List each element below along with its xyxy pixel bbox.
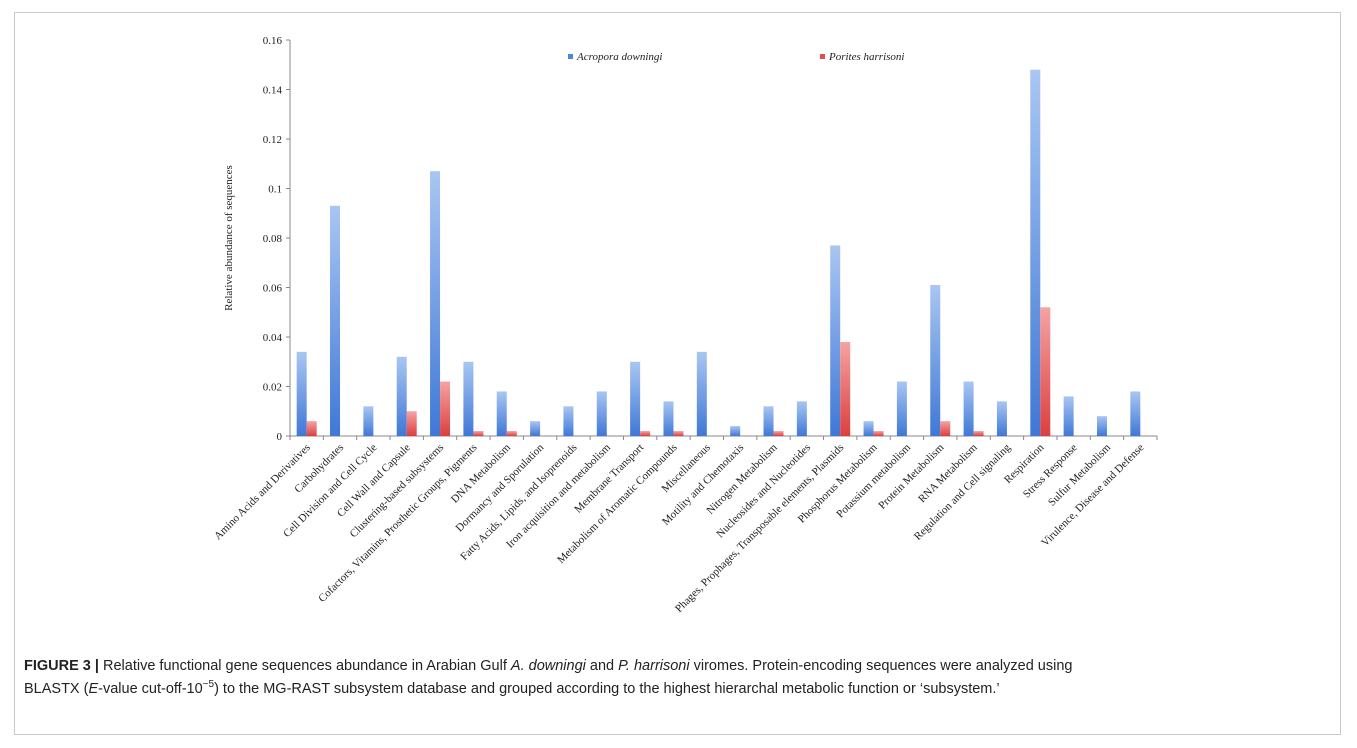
bar-acropora [363,406,374,436]
caption-text: viromes. Protein-encoding sequences were… [689,658,1073,674]
bar-acropora [1063,396,1074,436]
bar-porites [973,431,984,436]
y-axis-title: Relative abundance of sequences [223,165,235,311]
bar-acropora [896,381,907,436]
bar-acropora [696,351,707,436]
bar-porites [1040,307,1051,436]
bar-acropora [530,421,541,436]
chart-legend: Acropora downingi Porites harrisoni [568,51,904,63]
bar-acropora [1096,416,1107,436]
bar-acropora [830,245,841,436]
y-tick-label: 0 [277,431,283,443]
bar-acropora [296,351,307,436]
bar-acropora [1130,391,1141,436]
y-tick-label: 0.04 [263,332,283,344]
y-tick-label: 0.14 [263,85,283,97]
caption-line-1: FIGURE 3 | Relative functional gene sequ… [24,655,1324,678]
bar-porites [873,431,884,436]
caption-text: -value cut-off-10 [98,681,203,697]
bar-acropora [430,171,441,437]
bar-porites [640,431,651,436]
y-tick-label: 0.16 [263,35,283,47]
bar-acropora [596,391,607,436]
y-tick-label: 0.08 [263,233,283,245]
bar-porites [506,431,517,436]
caption-text: Relative functional gene sequences abund… [98,658,511,674]
bar-acropora [796,401,807,436]
caption-text: ) to the MG-RAST subsystem database and … [214,681,1000,697]
bar-acropora [763,406,774,436]
bar-acropora [963,381,974,436]
caption-line-2: BLASTX (E-value cut-off-10−5) to the MG-… [24,678,1324,701]
bar-acropora [930,285,941,436]
legend-label: Porites harrisoni [828,51,904,63]
chart-axes: 0 0.02 0.04 0.06 0.08 0.1 0.12 0.14 0.16 Relative… [223,35,1158,443]
x-tick-label: Metabolism of Aromatic Compounds [555,442,680,567]
bar-porites [406,411,417,436]
x-tick-label: RNA Metabolism [916,441,980,505]
bar-acropora [330,205,341,436]
bar-porites [673,431,684,436]
figure-label: FIGURE 3 | [24,658,99,674]
figure-caption: FIGURE 3 | Relative functional gene sequ… [24,655,1324,701]
bar-acropora [630,361,641,436]
bar-acropora [563,406,574,436]
legend-label: Acropora downingi [576,51,662,63]
chart-bars [296,69,1141,437]
y-tick-label: 0.12 [263,134,282,146]
x-tick-labels: Amino Acids and DerivativesCarbohydrates… [212,441,1146,615]
legend-swatch [820,54,825,59]
bar-porites [773,431,784,436]
species-name: P. harrisoni [618,658,690,674]
bar-acropora [1030,69,1041,436]
bar-acropora [396,356,407,436]
caption-exponent: −5 [202,679,215,691]
bar-acropora [996,401,1007,436]
bar-acropora [730,426,741,436]
bar-acropora [863,421,874,436]
figure-frame [14,12,1341,735]
bar-porites [940,421,951,436]
species-name: A. downingi [510,658,586,674]
x-tick-label: DNA Metabolism [449,441,513,505]
bar-chart: 0 0.02 0.04 0.06 0.08 0.1 0.12 0.14 0.16 Relative… [212,35,1158,615]
y-tick-label: 0.02 [263,382,282,394]
caption-text: and [585,658,619,674]
y-tick-label: 0.06 [263,283,283,295]
bar-porites [840,341,851,436]
bar-porites [440,381,451,436]
bar-acropora [496,391,507,436]
caption-text: BLASTX ( [24,681,89,697]
bar-porites [306,421,317,436]
legend-swatch [568,54,573,59]
bar-porites [473,431,484,436]
bar-acropora [463,361,474,436]
bar-acropora [663,401,674,436]
caption-italic: E [88,681,99,697]
y-tick-label: 0.1 [268,184,282,196]
